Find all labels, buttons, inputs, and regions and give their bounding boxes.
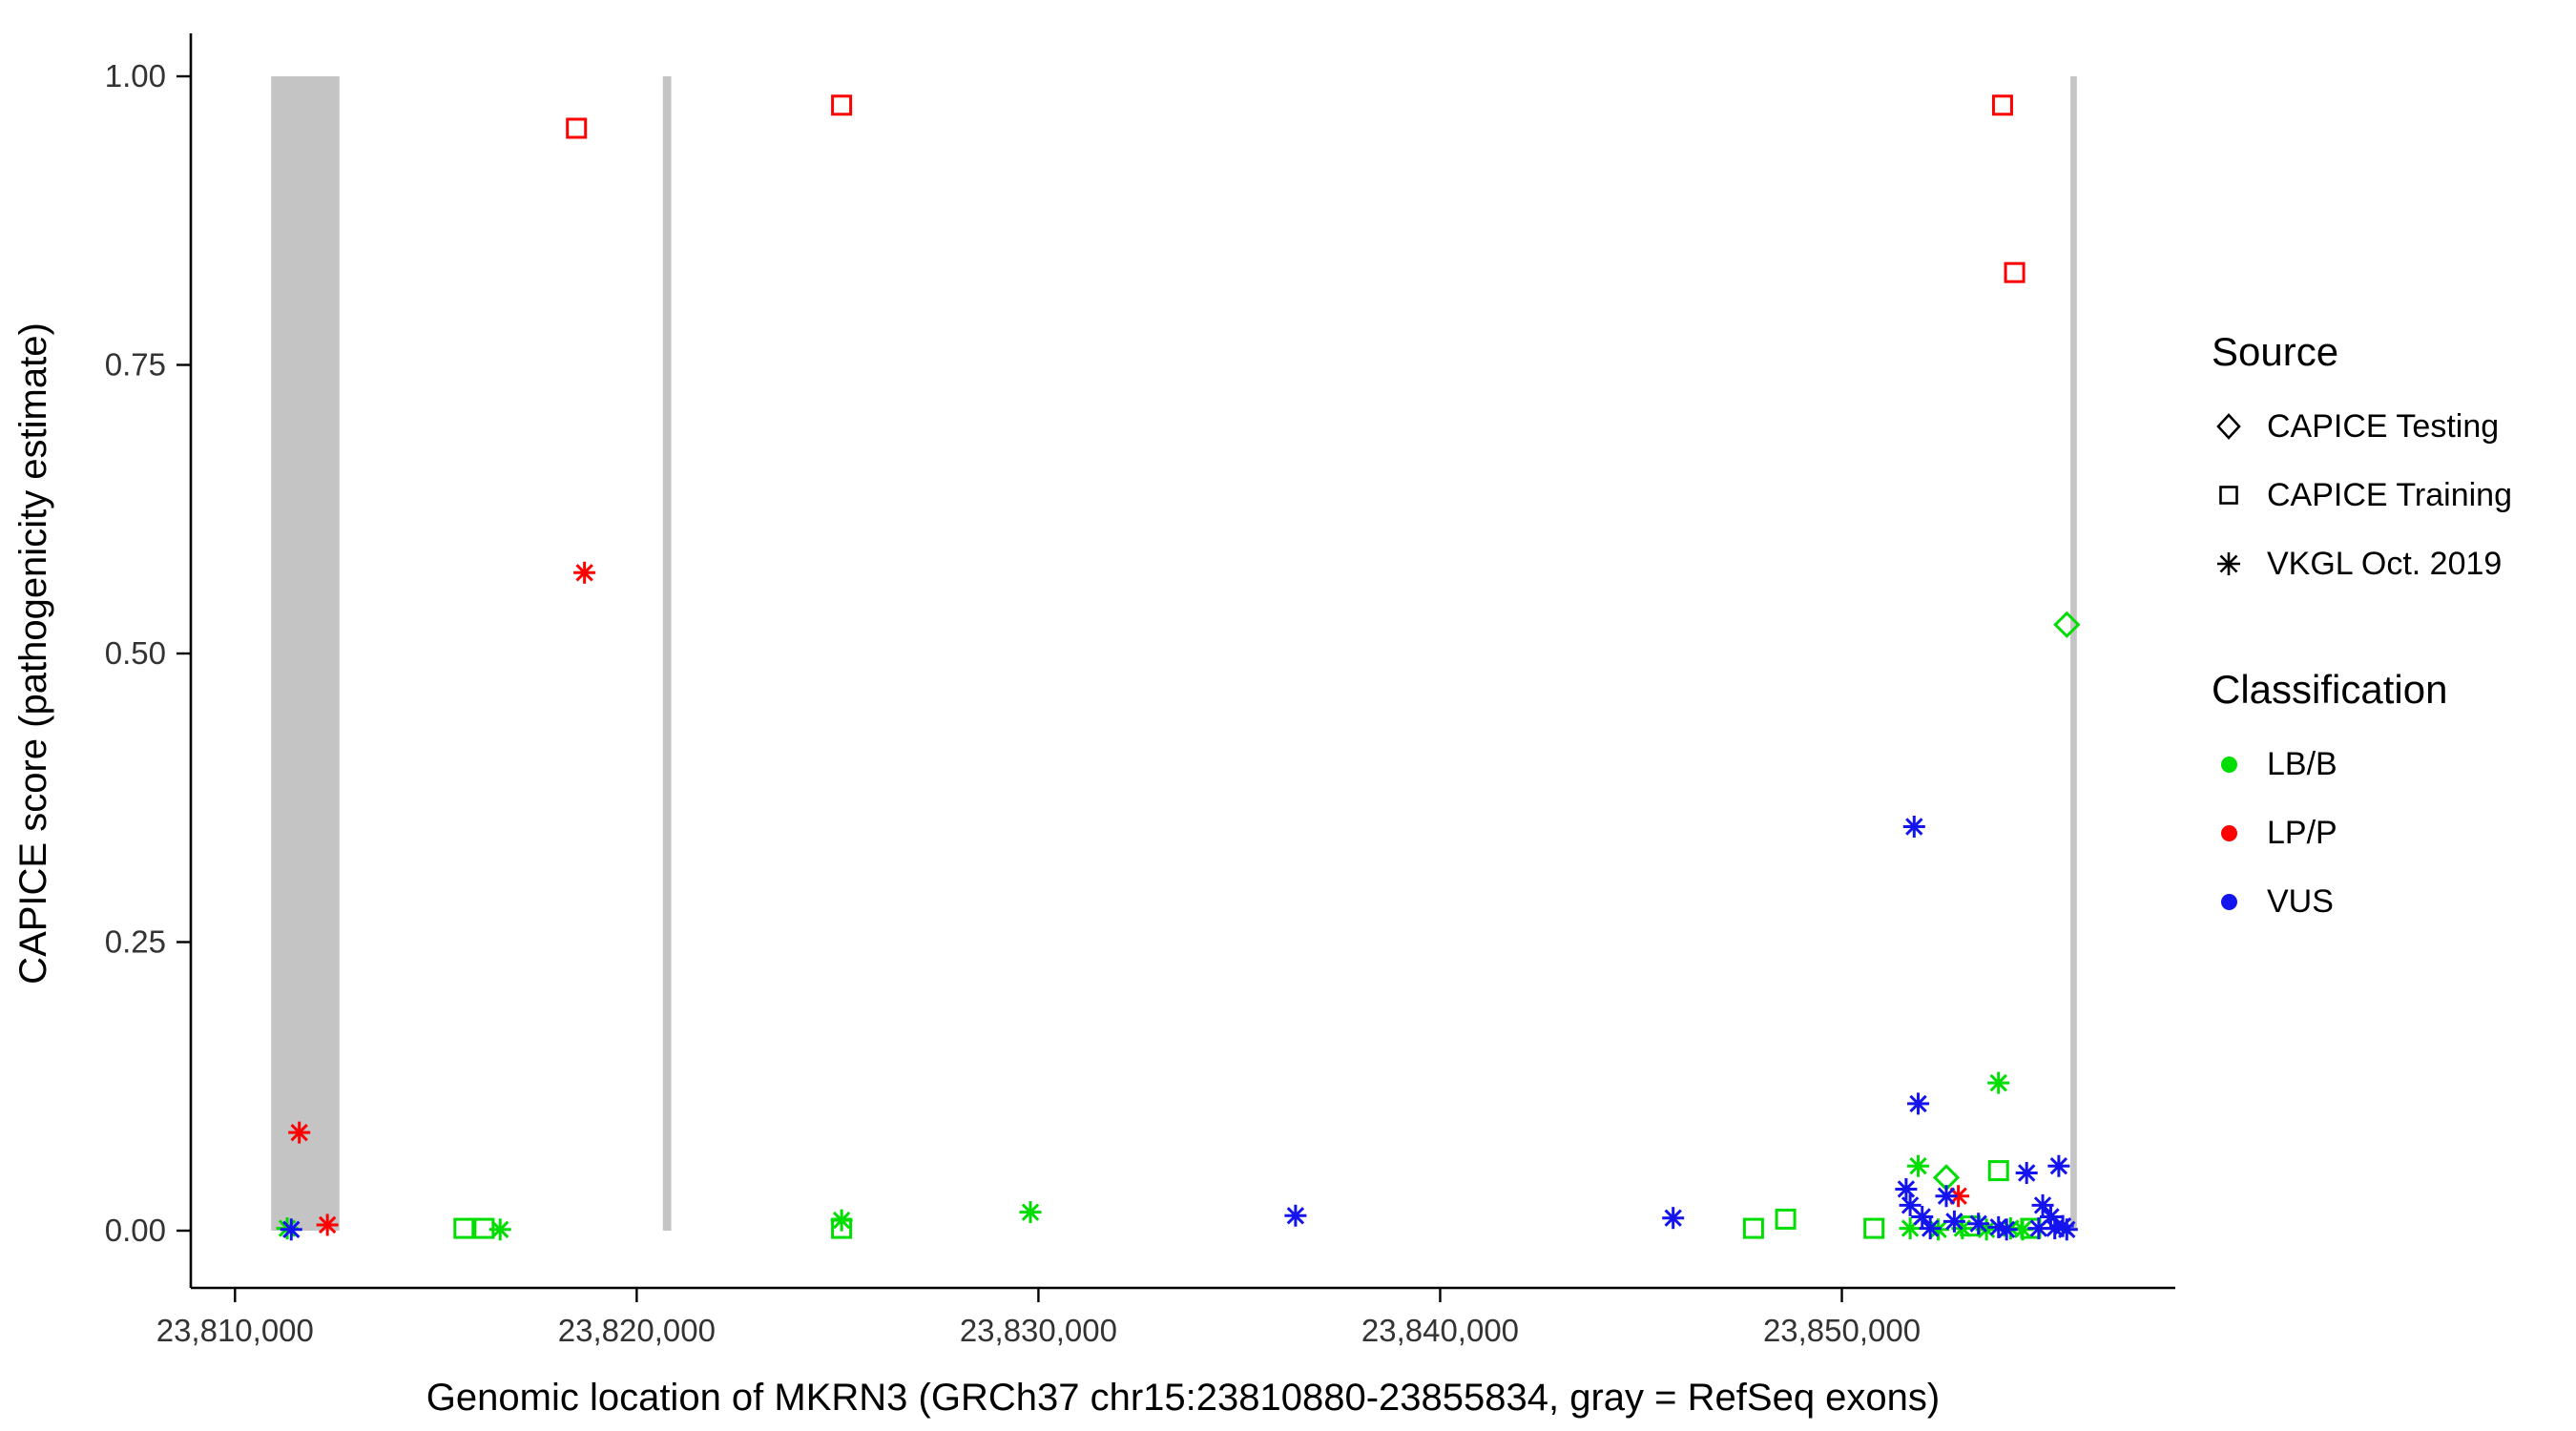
vus-color-dot-icon [2212,884,2246,919]
legend-source-group: Source CAPICE Testing CAPICE Training [2212,329,2512,598]
legend-item-label: VUS [2267,882,2334,920]
y-tick-label: 0.00 [105,1213,166,1248]
data-point-vkgl [830,1209,853,1232]
data-point-vkgl [1895,1177,1918,1200]
data-point-training [2004,261,2025,283]
data-point-vkgl [1987,1071,2010,1094]
legend-classification-title: Classification [2212,667,2448,712]
legend-item-label: VKGL Oct. 2019 [2267,545,2503,582]
data-point-vkgl [1942,1210,1965,1233]
legend-classification-group: Classification LB/B LP/P VUS [2212,667,2512,936]
legend-item-capice-testing: CAPICE Testing [2212,392,2512,461]
refseq-exon-band [662,76,672,1231]
plot-layers: 23,810,000 23,820,000 23,830,000 23,840,000… [105,33,2175,1348]
legend-item-label: LB/B [2267,745,2337,782]
data-point-vkgl [1995,1218,2018,1241]
data-point-vkgl [1902,816,1925,838]
data-point-vkgl [1907,1154,1930,1177]
diamond-icon [2212,409,2246,444]
data-point-vkgl [1919,1217,1942,1240]
refseq-exon-band [2070,76,2077,1231]
y-tick-label: 0.25 [105,924,166,960]
y-tick-label: 1.00 [105,58,166,93]
data-point-training [1863,1217,1885,1239]
data-point-vkgl [1967,1213,1990,1235]
data-point-vkgl [488,1218,511,1241]
data-point-vkgl [1911,1205,1934,1228]
data-point-training [1775,1208,1797,1230]
data-point-training [1987,1160,2009,1182]
data-point-vkgl [288,1121,311,1144]
x-tick-label: 23,850,000 [1763,1313,1921,1348]
data-point-testing [2053,611,2081,638]
legend: Source CAPICE Testing CAPICE Training [2212,329,2512,936]
data-point-vkgl [2031,1193,2054,1216]
data-point-vkgl [2047,1154,2070,1177]
data-point-training [1991,94,2013,116]
data-point-vkgl [2015,1162,2038,1184]
asterisk-icon [2212,547,2246,581]
legend-item-label: LP/P [2267,814,2337,851]
data-point-training [1742,1217,1764,1239]
y-tick-label: 0.75 [105,347,166,383]
data-point-training [566,117,588,139]
data-point-vkgl [316,1213,339,1236]
x-tick-label: 23,820,000 [558,1313,716,1348]
data-point-vkgl [1907,1092,1930,1115]
x-tick-label: 23,840,000 [1361,1313,1519,1348]
legend-item-label: CAPICE Training [2267,476,2512,513]
refseq-exon-band [271,76,340,1231]
data-point-training [831,94,853,116]
lbb-color-dot-icon [2212,747,2246,781]
y-axis-title: CAPICE score (pathogenicity estimate) [12,322,54,985]
data-point-vkgl [573,561,596,584]
lpp-color-dot-icon [2212,816,2246,850]
legend-item-vkgl: VKGL Oct. 2019 [2212,529,2512,598]
legend-item-lpp: LP/P [2212,798,2512,867]
data-point-vkgl [2055,1218,2078,1241]
data-point-vkgl [280,1218,302,1241]
data-point-vkgl [2027,1217,2050,1240]
legend-source-title: Source [2212,329,2339,374]
legend-item-label: CAPICE Testing [2267,407,2500,445]
x-axis-title: Genomic location of MKRN3 (GRCh37 chr15:… [426,1377,1940,1419]
legend-item-vus: VUS [2212,867,2512,936]
data-point-training [453,1217,475,1239]
data-point-vkgl [2011,1218,2034,1241]
x-tick-label: 23,810,000 [156,1313,314,1348]
data-point-vkgl [1019,1201,1042,1224]
data-point-vkgl [1935,1185,1958,1208]
x-tick-label: 23,830,000 [960,1313,1117,1348]
data-point-vkgl [1662,1207,1685,1230]
y-tick-label: 0.50 [105,635,166,671]
data-point-vkgl [1284,1204,1307,1227]
legend-item-capice-training: CAPICE Training [2212,461,2512,529]
square-icon [2212,478,2246,512]
legend-item-lbb: LB/B [2212,730,2512,798]
